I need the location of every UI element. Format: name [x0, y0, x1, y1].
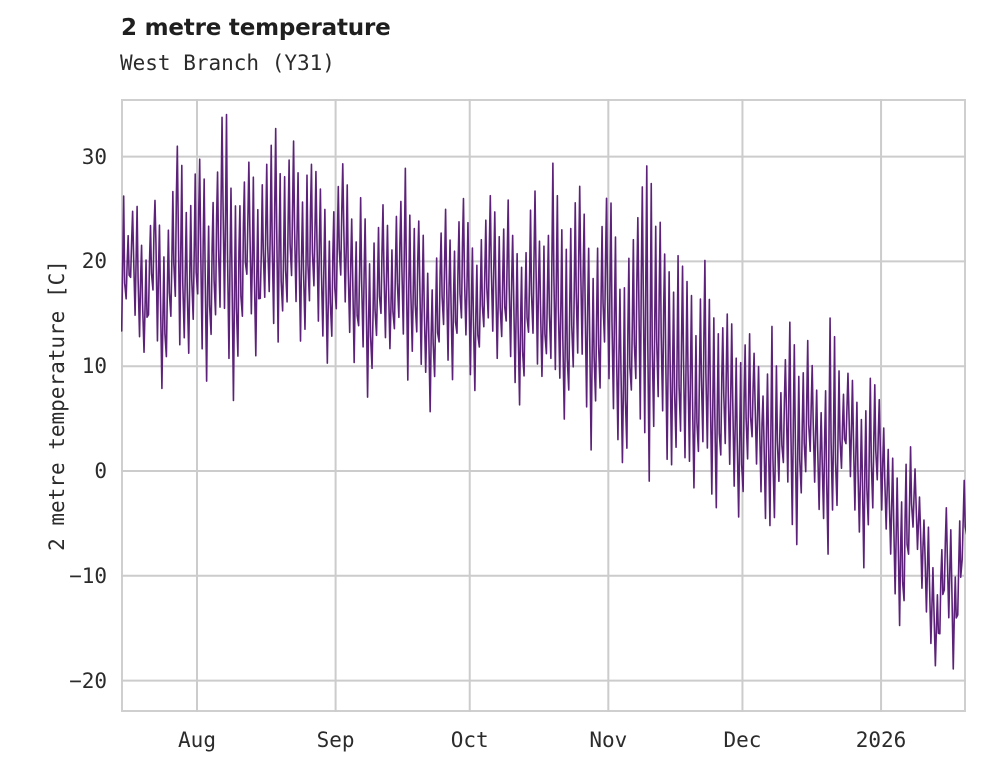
x-tick-label: Aug — [178, 728, 216, 752]
x-tick-label: Nov — [589, 728, 628, 752]
x-tick-label: Oct — [450, 728, 489, 752]
x-tick-label: 2026 — [855, 728, 907, 752]
plot-area — [121, 99, 966, 712]
y-tick-label: −20 — [69, 668, 107, 693]
temperature-line-chart — [121, 99, 966, 712]
y-tick-label: 0 — [94, 458, 107, 483]
temperature-series-line — [121, 113, 966, 670]
y-tick-label: 10 — [81, 354, 107, 379]
y-tick-label: 30 — [81, 144, 107, 169]
page-title: 2 metre temperature — [121, 15, 391, 41]
gridlines — [121, 99, 966, 712]
y-axis-label: 2 metre temperature [C] — [45, 260, 69, 551]
y-tick-label: 20 — [81, 249, 107, 274]
x-tick-label: Sep — [316, 728, 355, 752]
chart-subtitle: West Branch (Y31) — [120, 51, 335, 75]
y-tick-label: −10 — [69, 563, 107, 588]
x-tick-label: Dec — [723, 728, 762, 752]
